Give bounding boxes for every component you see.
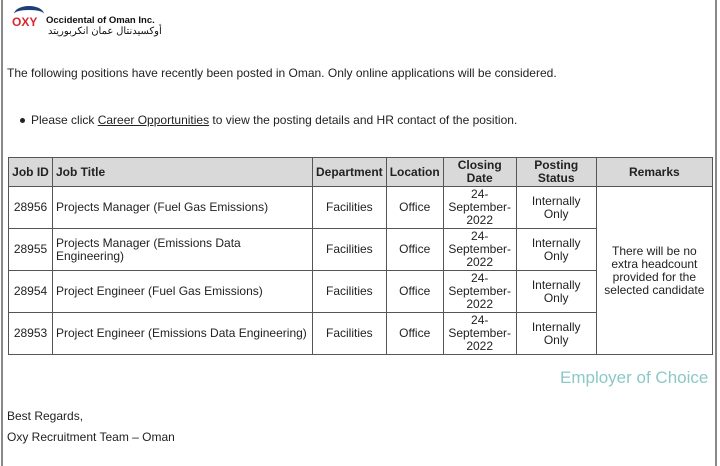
header-job-title: Job Title <box>52 157 313 187</box>
closing-date: 24-September-2022 <box>442 228 517 271</box>
job-postings-table: Job ID Job Title Department Location Clo… <box>8 157 714 355</box>
posting-status: Internally Only <box>515 270 597 313</box>
bullet-text-before: Please click <box>31 113 98 127</box>
posting-status: Internally Only <box>515 228 597 271</box>
signoff-regards: Best Regards, <box>7 409 84 423</box>
posting-status: Internally Only <box>515 312 597 355</box>
table-row: 28955 Projects Manager (Emissions Data E… <box>8 228 713 271</box>
department: Facilities <box>312 270 387 313</box>
header-location: Location <box>385 157 444 187</box>
header-posting-status: Posting Status <box>515 157 597 187</box>
location: Office <box>385 312 444 355</box>
job-id: 28955 <box>8 228 53 271</box>
closing-date: 24-September-2022 <box>442 186 517 229</box>
job-title: Projects Manager (Emissions Data Enginee… <box>52 228 313 271</box>
job-id: 28954 <box>8 270 53 313</box>
logo-name-en: Occidental of Oman Inc. <box>46 15 155 26</box>
logo-mark: OXY <box>12 15 38 29</box>
job-id: 28956 <box>8 186 53 229</box>
bullet-text-after: to view the posting details and HR conta… <box>209 113 518 127</box>
oxy-logo: OXY Occidental of Oman Inc. أوكسيدنتال ع… <box>10 6 190 38</box>
signoff-team: Oxy Recruitment Team – Oman <box>7 430 175 444</box>
header-closing-date: Closing Date <box>442 157 517 187</box>
job-title: Projects Manager (Fuel Gas Emissions) <box>52 186 313 229</box>
location: Office <box>385 186 444 229</box>
table-row: 28956 Projects Manager (Fuel Gas Emissio… <box>8 186 714 355</box>
department: Facilities <box>312 228 387 271</box>
instruction-bullet: Please click Career Opportunities to vie… <box>20 113 517 127</box>
closing-date: 24-September-2022 <box>442 270 517 313</box>
career-opportunities-link[interactable]: Career Opportunities <box>97 113 210 127</box>
department: Facilities <box>312 186 387 229</box>
header-department: Department <box>312 157 387 187</box>
logo-name-ar: أوكسيدنتال عمان انكربوريتد <box>48 26 162 37</box>
table-row: 28953 Project Engineer (Emissions Data E… <box>8 312 713 355</box>
frame-border-left <box>1 0 3 466</box>
logo-arc-icon <box>14 6 44 22</box>
location: Office <box>385 270 444 313</box>
intro-text: The following positions have recently be… <box>7 66 557 80</box>
table-header-row: Job ID Job Title Department Location Clo… <box>8 157 714 187</box>
table-row: 28954 Project Engineer (Fuel Gas Emissio… <box>8 270 713 313</box>
frame-border-right <box>715 0 717 466</box>
employer-of-choice-tagline: Employer of Choice <box>560 368 709 387</box>
department: Facilities <box>312 312 387 355</box>
job-title: Project Engineer (Fuel Gas Emissions) <box>52 270 313 313</box>
posting-status: Internally Only <box>515 186 597 229</box>
header-job-id: Job ID <box>8 157 53 187</box>
bullet-icon <box>20 118 25 124</box>
job-title: Project Engineer (Emissions Data Enginee… <box>52 312 313 355</box>
job-id: 28953 <box>8 312 53 355</box>
header-remarks: Remarks <box>595 157 714 187</box>
closing-date: 24-September-2022 <box>442 312 517 355</box>
location: Office <box>385 228 444 271</box>
remarks: There will be no extra headcount provide… <box>595 186 714 355</box>
